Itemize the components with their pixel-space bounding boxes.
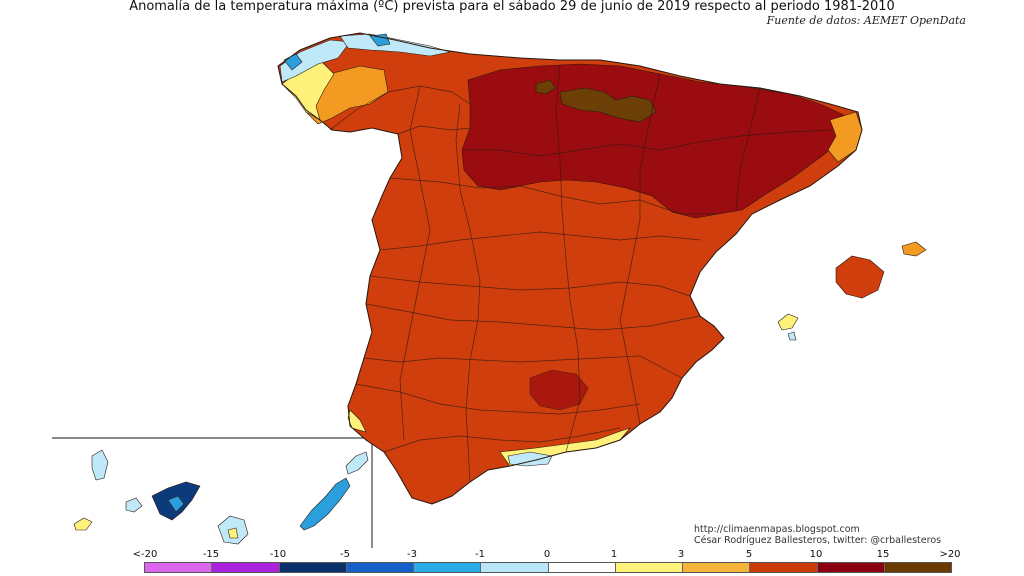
legend-swatch: [884, 563, 951, 572]
legend-swatch: [683, 563, 751, 572]
legend-swatch: [346, 563, 414, 572]
legend-label: 5: [745, 549, 753, 560]
legend-swatch: [817, 563, 885, 572]
legend-label: -10: [269, 549, 287, 560]
galicia-cool-region: [279, 39, 351, 83]
data-source: Fuente de datos: AEMET OpenData: [766, 14, 966, 27]
province-borders: [329, 65, 831, 483]
legend-label: -3: [407, 549, 417, 560]
legend-label: -5: [340, 549, 350, 560]
tenerife-cold-patch: [167, 495, 185, 513]
legend-label: 10: [809, 549, 823, 560]
map-title: Anomalía de la temperatura máxima (ºC) p…: [129, 0, 895, 14]
legend-swatch: [481, 563, 549, 572]
lapalma-region: [91, 449, 109, 481]
lanzarote-region: [345, 451, 369, 475]
mallorca-region: [835, 255, 885, 299]
legend-label: 3: [677, 549, 685, 560]
author-credit: César Rodríguez Ballesteros, twitter: @c…: [694, 535, 942, 546]
grancanaria-mild-patch: [227, 527, 239, 539]
legend-label: >20: [939, 549, 961, 560]
very-hot-patch-west: [535, 79, 557, 95]
ibiza-region: [777, 313, 799, 331]
legend-swatch: [750, 563, 818, 572]
fuerteventura-region: [299, 477, 351, 531]
legend-labels: <-20 -15 -10 -5 -3 -1 0 1 3 5 10 15 >20: [0, 549, 1024, 561]
legend-swatch: [548, 563, 616, 572]
legend-label: 0: [543, 549, 551, 560]
legend-label: <-20: [132, 549, 158, 560]
menorca-region: [901, 241, 927, 257]
mediterranean-warm-edge: [827, 111, 863, 163]
cantabrian-cold-patch: [369, 33, 391, 47]
credits-block: http://climaenmapas.blogspot.com César R…: [694, 524, 941, 546]
peninsula-coastline: [277, 32, 863, 505]
south-coast-cool-region: [507, 451, 553, 467]
southwest-mild-region: [347, 409, 367, 433]
lagomera-region: [125, 497, 143, 513]
formentera-region: [787, 331, 797, 341]
elhierro-region: [73, 517, 93, 531]
legend-label: -15: [202, 549, 220, 560]
legend-color-bar: [144, 562, 952, 573]
legend-label: -1: [475, 549, 485, 560]
legend-swatch: [145, 563, 213, 572]
legend-swatch: [414, 563, 482, 572]
legend-swatch: [615, 563, 683, 572]
legend-label: 15: [876, 549, 890, 560]
legend-label: 1: [610, 549, 618, 560]
legend-swatch: [212, 563, 280, 572]
blog-url[interactable]: http://climaenmapas.blogspot.com: [694, 524, 860, 535]
central-hot-patch: [529, 369, 589, 411]
legend-swatch: [279, 563, 347, 572]
very-hot-patch-north: [559, 87, 657, 123]
northern-hot-region: [461, 63, 847, 219]
